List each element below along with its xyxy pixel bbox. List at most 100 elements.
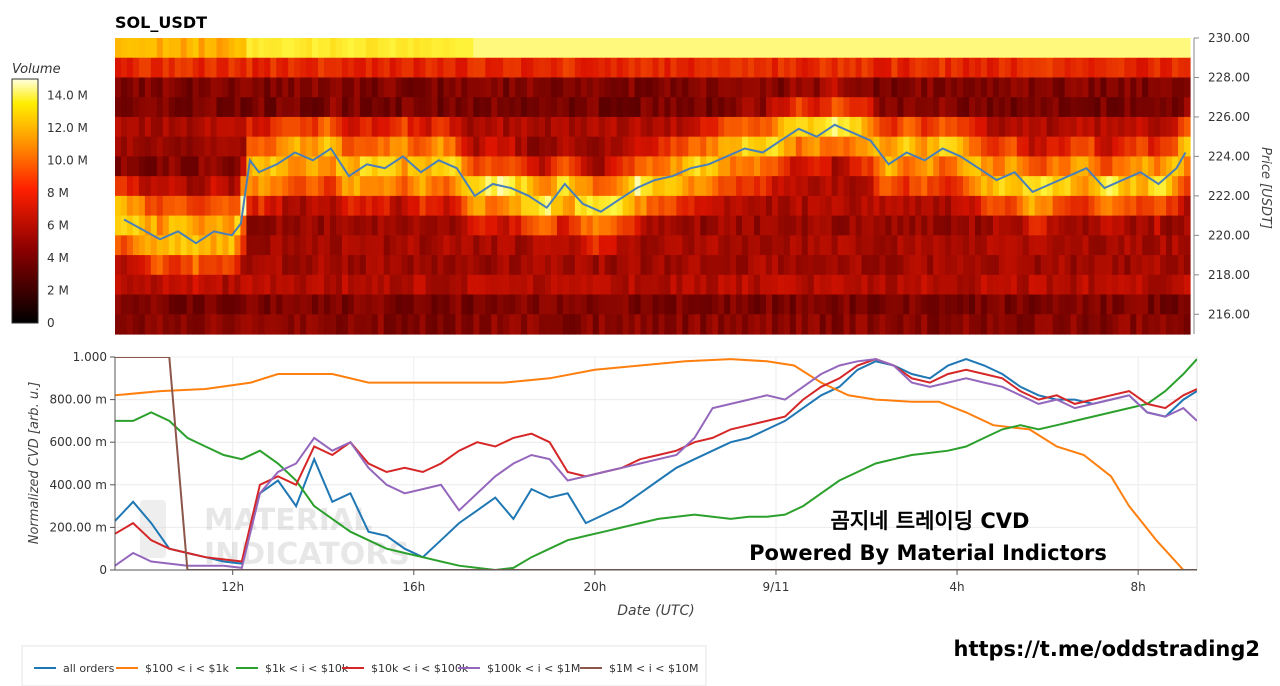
heatmap-cell bbox=[192, 77, 200, 98]
heatmap-cell bbox=[903, 77, 910, 98]
heatmap-cell bbox=[210, 235, 218, 256]
heatmap-cell bbox=[640, 176, 648, 197]
heatmap-cell bbox=[1160, 77, 1167, 98]
heatmap-cell bbox=[736, 274, 743, 296]
heatmap-cell bbox=[897, 235, 904, 256]
heatmap-cell bbox=[419, 215, 427, 236]
heatmap-cell bbox=[503, 57, 510, 79]
heatmap-cell bbox=[1130, 136, 1137, 157]
heatmap-cell bbox=[545, 57, 552, 79]
heatmap-cell bbox=[449, 97, 457, 118]
heatmap-cell bbox=[622, 215, 630, 236]
heatmap-cell bbox=[1052, 57, 1060, 79]
heatmap-cell bbox=[777, 57, 785, 79]
heatmap-cell bbox=[192, 38, 200, 59]
heatmap-cell bbox=[497, 77, 504, 98]
heatmap-cell bbox=[270, 38, 277, 59]
heatmap-cell bbox=[945, 57, 952, 79]
heatmap-cell bbox=[156, 77, 164, 98]
cvd-y-tick-label: 0 bbox=[99, 563, 107, 577]
heatmap-cell bbox=[252, 235, 259, 256]
heatmap-cell bbox=[1028, 77, 1036, 98]
heatmap-cell bbox=[186, 136, 194, 157]
heatmap-cell bbox=[807, 116, 815, 138]
heatmap-cell bbox=[700, 57, 707, 79]
heatmap-cell bbox=[1124, 215, 1131, 236]
heatmap-cell bbox=[258, 116, 265, 138]
heatmap-cell bbox=[556, 136, 564, 157]
heatmap-cell bbox=[341, 314, 349, 335]
heatmap-cell bbox=[300, 274, 307, 296]
heatmap-cell bbox=[294, 57, 301, 79]
heatmap-cell bbox=[539, 274, 546, 296]
heatmap-cell bbox=[431, 294, 439, 315]
heatmap-cell bbox=[228, 38, 236, 59]
cvd-x-tick-label: 16h bbox=[402, 580, 425, 594]
heatmap-cell bbox=[992, 176, 1000, 197]
heatmap-cell bbox=[276, 274, 283, 296]
cvd-y-tick-label: 400.00 m bbox=[50, 478, 108, 492]
heatmap-cell bbox=[670, 274, 677, 296]
heatmap-cell bbox=[1100, 97, 1107, 118]
heatmap-cell bbox=[807, 77, 815, 98]
heatmap-cell bbox=[515, 195, 522, 217]
heatmap-cell bbox=[300, 136, 307, 157]
heatmap-cell bbox=[527, 314, 534, 335]
heatmap-cell bbox=[204, 38, 212, 59]
heatmap-cell bbox=[682, 38, 689, 59]
heatmap-cell bbox=[807, 215, 815, 236]
heatmap-cell bbox=[658, 38, 666, 59]
heatmap-cell bbox=[306, 136, 313, 157]
heatmap-cell bbox=[789, 274, 797, 296]
heatmap-cell bbox=[1184, 156, 1191, 177]
telegram-link[interactable]: https://t.me/oddstrading2 bbox=[954, 637, 1261, 661]
heatmap-cell bbox=[198, 294, 206, 315]
heatmap-cell bbox=[742, 235, 749, 256]
heatmap-cell bbox=[855, 274, 863, 296]
heatmap-cell bbox=[1106, 156, 1113, 177]
heatmap-cell bbox=[1130, 215, 1137, 236]
heatmap-cell bbox=[831, 294, 839, 315]
heatmap-cell bbox=[771, 235, 779, 256]
heatmap-cell bbox=[951, 255, 958, 276]
heatmap-cell bbox=[1028, 274, 1036, 296]
heatmap-cell bbox=[1046, 274, 1054, 296]
heatmap-cell bbox=[389, 215, 397, 236]
heatmap-cell bbox=[1166, 136, 1173, 157]
heatmap-cell bbox=[1094, 136, 1102, 157]
heatmap-cell bbox=[1106, 97, 1113, 118]
heatmap-cell bbox=[174, 77, 182, 98]
heatmap-cell bbox=[401, 156, 409, 177]
heatmap-cell bbox=[1094, 57, 1102, 79]
heatmap-cell bbox=[777, 274, 785, 296]
heatmap-cell bbox=[419, 57, 427, 79]
heatmap-cell bbox=[825, 57, 833, 79]
heatmap-cell bbox=[777, 314, 785, 335]
heatmap-cell bbox=[897, 215, 904, 236]
heatmap-cell bbox=[1178, 314, 1185, 335]
heatmap-cell bbox=[783, 156, 791, 177]
heatmap-cell bbox=[126, 255, 134, 276]
heatmap-cell bbox=[754, 314, 761, 335]
heatmap-cell bbox=[897, 136, 904, 157]
heatmap-cell bbox=[658, 97, 666, 118]
heatmap-cell bbox=[198, 57, 206, 79]
heatmap-cell bbox=[270, 176, 277, 197]
heatmap-cell bbox=[783, 77, 791, 98]
heatmap-cell bbox=[1064, 176, 1072, 197]
heatmap-cell bbox=[658, 294, 666, 315]
heatmap-cell bbox=[873, 136, 881, 157]
heatmap-cell bbox=[330, 294, 337, 315]
heatmap-cell bbox=[365, 215, 373, 236]
heatmap-cell bbox=[545, 136, 552, 157]
heatmap-cell bbox=[413, 136, 421, 157]
heatmap-cell bbox=[515, 255, 522, 276]
heatmap-cell bbox=[1088, 77, 1096, 98]
heatmap-cell bbox=[980, 176, 988, 197]
heatmap-cell bbox=[963, 116, 970, 138]
heatmap-cell bbox=[156, 274, 164, 296]
heatmap-cell bbox=[258, 156, 265, 177]
heatmap-cell bbox=[431, 77, 439, 98]
heatmap-cell bbox=[294, 116, 301, 138]
heatmap-cell bbox=[455, 77, 462, 98]
